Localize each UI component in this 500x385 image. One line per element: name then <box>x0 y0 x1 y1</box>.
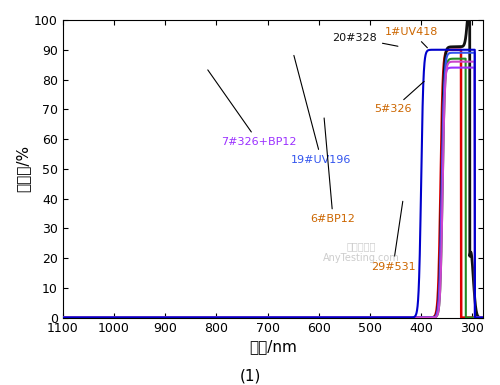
Text: (1): (1) <box>240 368 260 383</box>
Text: 7#326+BP12: 7#326+BP12 <box>208 70 296 147</box>
Text: 29#531: 29#531 <box>370 201 416 272</box>
Text: 1#UV418: 1#UV418 <box>385 27 438 48</box>
Text: 6#BP12: 6#BP12 <box>310 118 356 224</box>
X-axis label: 波长/nm: 波长/nm <box>249 340 296 355</box>
Text: 婣峙检测网
AnyTesting.com: 婣峙检测网 AnyTesting.com <box>322 241 399 263</box>
Y-axis label: 透过率/%: 透过率/% <box>15 145 30 192</box>
Text: 5#326: 5#326 <box>374 81 424 114</box>
Text: 20#328: 20#328 <box>332 33 398 46</box>
Text: 19#UV196: 19#UV196 <box>291 55 352 165</box>
